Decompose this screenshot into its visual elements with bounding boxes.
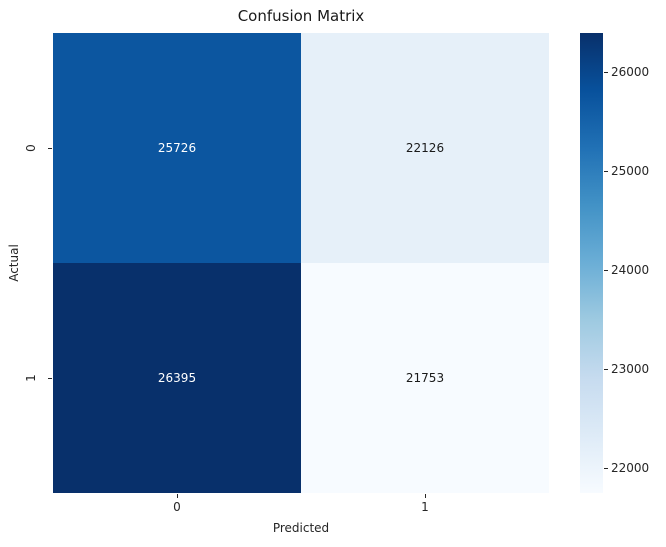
colorbar-tick-label-25000: 25000 — [611, 164, 650, 178]
y-axis-label: Actual — [7, 244, 21, 282]
chart-title: Confusion Matrix — [237, 7, 365, 25]
x-tick-mark-1 — [425, 494, 426, 498]
colorbar-tick-mark-23000 — [604, 369, 608, 370]
matrix-cell-actual1-pred0: 26395 — [53, 263, 301, 493]
y-tick-label-1: 1 — [24, 374, 38, 382]
y-tick-label-0: 0 — [24, 144, 38, 152]
colorbar-tick-label-23000: 23000 — [611, 362, 650, 376]
y-tick-mark-0 — [48, 148, 52, 149]
colorbar-tick-label-22000: 22000 — [611, 461, 650, 475]
cell-value: 25726 — [157, 141, 197, 155]
x-tick-mark-0 — [177, 494, 178, 498]
colorbar-tick-label-24000: 24000 — [611, 263, 650, 277]
cell-value: 22126 — [405, 141, 445, 155]
matrix-cell-actual1-pred1: 21753 — [301, 263, 549, 493]
y-tick-mark-1 — [48, 378, 52, 379]
cell-value: 26395 — [157, 371, 197, 385]
x-tick-label-0: 0 — [173, 500, 181, 514]
colorbar-tick-mark-24000 — [604, 270, 608, 271]
matrix-cell-actual0-pred0: 25726 — [53, 33, 301, 263]
colorbar-tick-mark-22000 — [604, 468, 608, 469]
cell-value: 21753 — [405, 371, 445, 385]
heatmap-grid: 25726 22126 26395 21753 — [53, 33, 549, 493]
colorbar-tick-mark-25000 — [604, 171, 608, 172]
colorbar-tick-label-26000: 26000 — [611, 65, 650, 79]
colorbar-gradient — [580, 33, 603, 493]
x-tick-label-1: 1 — [421, 500, 429, 514]
x-axis-label: Predicted — [272, 521, 330, 535]
colorbar-tick-mark-26000 — [604, 72, 608, 73]
matrix-cell-actual0-pred1: 22126 — [301, 33, 549, 263]
